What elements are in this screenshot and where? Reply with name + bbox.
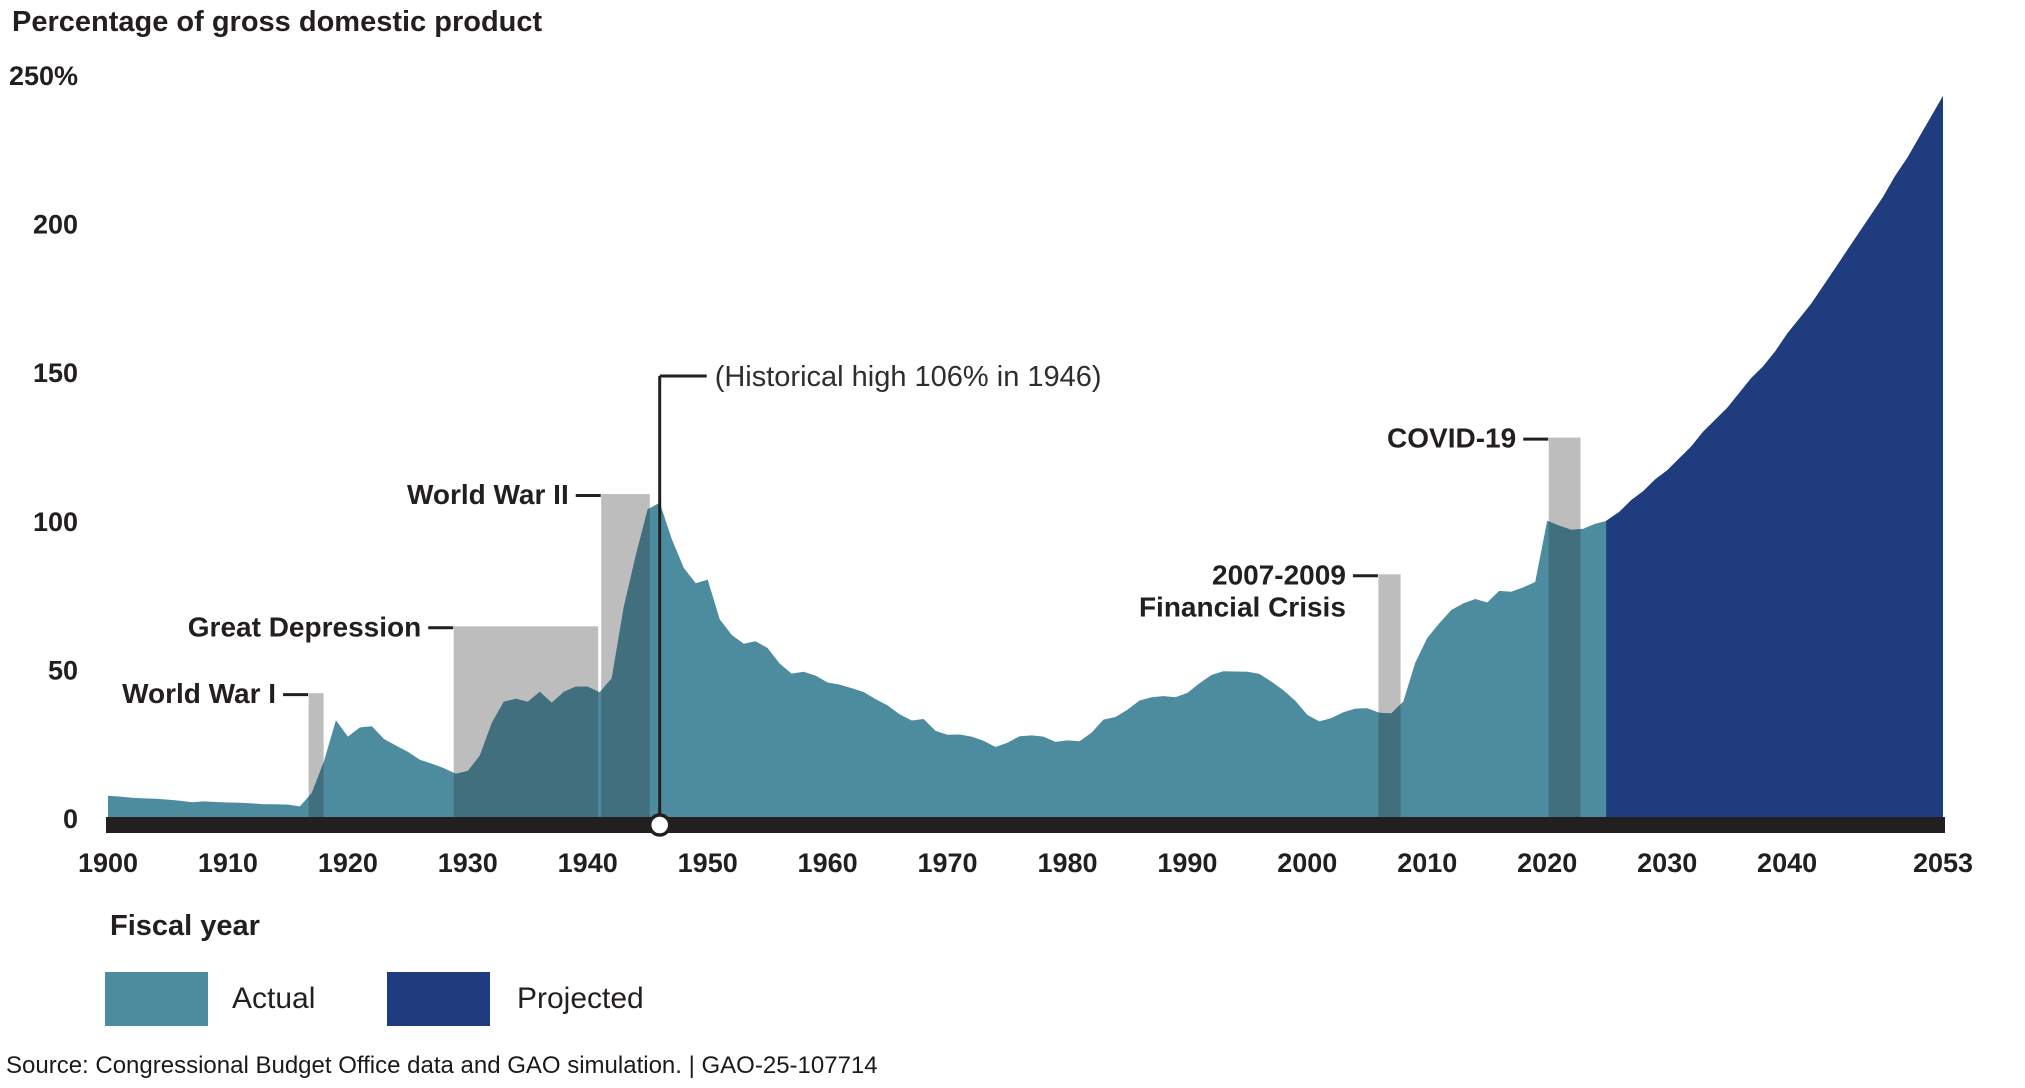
area-projected xyxy=(1606,95,1943,819)
event-band-overlap-world-war-ii xyxy=(601,508,650,818)
y-tick-250: 250% xyxy=(9,61,78,91)
x-tick-2040: 2040 xyxy=(1757,848,1817,878)
x-axis-title: Fiscal year xyxy=(110,910,260,942)
historical-high-marker xyxy=(647,813,672,837)
x-tick-2010: 2010 xyxy=(1397,848,1457,878)
x-tick-1980: 1980 xyxy=(1037,848,1097,878)
annotation-world-war-i: World War I xyxy=(122,678,276,709)
y-tick-150: 150 xyxy=(33,358,78,388)
legend-swatch-actual xyxy=(105,972,208,1026)
x-tick-1920: 1920 xyxy=(318,848,378,878)
y-tick-50: 50 xyxy=(48,655,78,685)
x-tick-2053: 2053 xyxy=(1913,848,1973,878)
event-band-overlap-great-depression xyxy=(453,686,599,818)
legend-label-actual: Actual xyxy=(232,982,316,1015)
legend-label-projected: Projected xyxy=(517,982,644,1015)
x-tick-2030: 2030 xyxy=(1637,848,1697,878)
x-tick-2000: 2000 xyxy=(1277,848,1337,878)
annotation-covid-19: COVID-19 xyxy=(1387,423,1516,454)
event-band-overlap-2007-2009-financial-crisis xyxy=(1378,704,1401,818)
x-tick-1930: 1930 xyxy=(438,848,498,878)
page-title: Percentage of gross domestic product xyxy=(12,6,543,38)
y-tick-0: 0 xyxy=(63,804,78,834)
x-tick-1910: 1910 xyxy=(198,848,258,878)
y-tick-200: 200 xyxy=(33,210,78,240)
area-actual xyxy=(108,502,1608,818)
annotation-2007-2009-financial-crisis: 2007-2009 xyxy=(1212,559,1346,590)
event-band-overlap-world-war-i xyxy=(308,762,324,818)
x-tick-1950: 1950 xyxy=(678,848,738,878)
source-line: Source: Congressional Budget Office data… xyxy=(6,1052,878,1079)
x-tick-1940: 1940 xyxy=(558,848,618,878)
event-band-overlap-covid-19 xyxy=(1548,521,1581,818)
x-tick-1970: 1970 xyxy=(917,848,977,878)
annotation-world-war-ii: World War II xyxy=(407,479,569,510)
x-tick-2020: 2020 xyxy=(1517,848,1577,878)
x-tick-1990: 1990 xyxy=(1157,848,1217,878)
annotation-2007-2009-financial-crisis: Financial Crisis xyxy=(1139,591,1346,622)
annotation-great-depression: Great Depression xyxy=(188,611,421,642)
y-tick-100: 100 xyxy=(33,507,78,537)
x-tick-1960: 1960 xyxy=(798,848,858,878)
x-axis-line xyxy=(106,817,1945,833)
x-tick-1900: 1900 xyxy=(78,848,138,878)
legend-swatch-projected xyxy=(387,972,490,1026)
historical-high-label: (Historical high 106% in 1946) xyxy=(715,361,1102,393)
